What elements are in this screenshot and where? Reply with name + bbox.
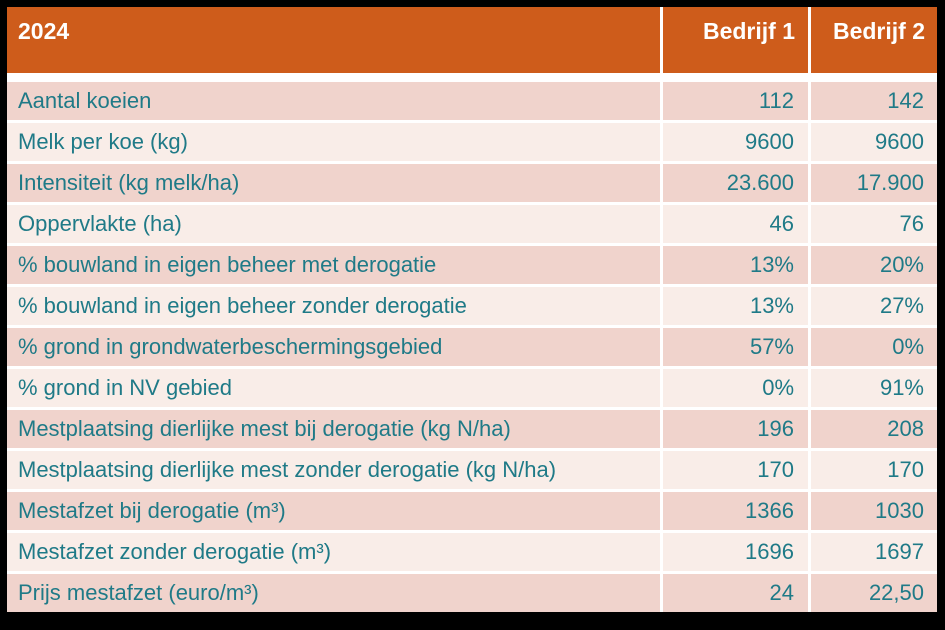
column-divider <box>660 451 663 489</box>
row-label: % grond in grondwaterbeschermingsgebied <box>7 328 660 366</box>
row-label: % bouwland in eigen beheer zonder deroga… <box>7 287 660 325</box>
column-divider <box>808 369 811 407</box>
table-row: % bouwland in eigen beheer met derogatie… <box>7 246 937 284</box>
value-bedrijf1: 9600 <box>663 123 808 161</box>
column-divider <box>808 410 811 448</box>
row-label: Intensiteit (kg melk/ha) <box>7 164 660 202</box>
value-bedrijf1: 112 <box>663 82 808 120</box>
column-divider <box>808 82 811 120</box>
column-divider <box>808 492 811 530</box>
row-label: % bouwland in eigen beheer met derogatie <box>7 246 660 284</box>
value-bedrijf1: 46 <box>663 205 808 243</box>
row-label: Prijs mestafzet (euro/m³) <box>7 574 660 612</box>
value-bedrijf2: 0% <box>811 328 937 366</box>
value-bedrijf2: 9600 <box>811 123 937 161</box>
value-bedrijf1: 1366 <box>663 492 808 530</box>
column-divider <box>808 246 811 284</box>
column-divider <box>808 574 811 612</box>
column-divider <box>808 123 811 161</box>
table-row: Melk per koe (kg) 9600 9600 <box>7 123 937 161</box>
value-bedrijf1: 196 <box>663 410 808 448</box>
column-divider <box>660 492 663 530</box>
column-divider <box>808 164 811 202</box>
table-row: Oppervlakte (ha) 46 76 <box>7 205 937 243</box>
column-divider <box>660 369 663 407</box>
value-bedrijf2: 22,50 <box>811 574 937 612</box>
table-row: Intensiteit (kg melk/ha) 23.600 17.900 <box>7 164 937 202</box>
column-divider <box>808 328 811 366</box>
column-divider <box>660 123 663 161</box>
value-bedrijf2: 208 <box>811 410 937 448</box>
table-row: Aantal koeien 112 142 <box>7 82 937 120</box>
header-gap <box>7 73 937 82</box>
table-row: Mestplaatsing dierlijke mest zonder dero… <box>7 451 937 489</box>
table-row: % bouwland in eigen beheer zonder deroga… <box>7 287 937 325</box>
column-divider <box>660 533 663 571</box>
table-row: Mestafzet zonder derogatie (m³) 1696 169… <box>7 533 937 571</box>
row-label: Oppervlakte (ha) <box>7 205 660 243</box>
value-bedrijf2: 142 <box>811 82 937 120</box>
value-bedrijf2: 27% <box>811 287 937 325</box>
value-bedrijf1: 23.600 <box>663 164 808 202</box>
table-row: % grond in grondwaterbeschermingsgebied … <box>7 328 937 366</box>
column-divider <box>808 7 811 73</box>
value-bedrijf1: 57% <box>663 328 808 366</box>
row-label: Mestplaatsing dierlijke mest bij derogat… <box>7 410 660 448</box>
row-label: Mestplaatsing dierlijke mest zonder dero… <box>7 451 660 489</box>
table-header-row: 2024 Bedrijf 1 Bedrijf 2 <box>7 7 937 73</box>
column-divider <box>660 410 663 448</box>
column-divider <box>660 574 663 612</box>
row-label: Mestafzet zonder derogatie (m³) <box>7 533 660 571</box>
row-label: Aantal koeien <box>7 82 660 120</box>
column-divider <box>808 451 811 489</box>
value-bedrijf2: 91% <box>811 369 937 407</box>
column-divider <box>660 164 663 202</box>
year-header: 2024 <box>7 7 660 73</box>
value-bedrijf1: 13% <box>663 287 808 325</box>
value-bedrijf2: 20% <box>811 246 937 284</box>
value-bedrijf1: 13% <box>663 246 808 284</box>
bedrijf2-header: Bedrijf 2 <box>811 7 937 73</box>
value-bedrijf2: 76 <box>811 205 937 243</box>
column-divider <box>660 287 663 325</box>
value-bedrijf1: 24 <box>663 574 808 612</box>
value-bedrijf2: 1697 <box>811 533 937 571</box>
column-divider <box>808 533 811 571</box>
value-bedrijf2: 1030 <box>811 492 937 530</box>
row-label: Mestafzet bij derogatie (m³) <box>7 492 660 530</box>
value-bedrijf1: 0% <box>663 369 808 407</box>
table-row: Mestplaatsing dierlijke mest bij derogat… <box>7 410 937 448</box>
value-bedrijf2: 170 <box>811 451 937 489</box>
column-divider <box>660 328 663 366</box>
table-row: Mestafzet bij derogatie (m³) 1366 1030 <box>7 492 937 530</box>
column-divider <box>660 82 663 120</box>
column-divider <box>660 205 663 243</box>
column-divider <box>808 205 811 243</box>
column-divider <box>660 7 663 73</box>
value-bedrijf1: 1696 <box>663 533 808 571</box>
table-row: Prijs mestafzet (euro/m³) 24 22,50 <box>7 574 937 612</box>
comparison-table: 2024 Bedrijf 1 Bedrijf 2 Aantal koeien 1… <box>7 7 937 612</box>
column-divider <box>660 246 663 284</box>
row-label: % grond in NV gebied <box>7 369 660 407</box>
table-row: % grond in NV gebied 0% 91% <box>7 369 937 407</box>
value-bedrijf2: 17.900 <box>811 164 937 202</box>
value-bedrijf1: 170 <box>663 451 808 489</box>
column-divider <box>808 287 811 325</box>
bedrijf1-header: Bedrijf 1 <box>663 7 808 73</box>
row-label: Melk per koe (kg) <box>7 123 660 161</box>
